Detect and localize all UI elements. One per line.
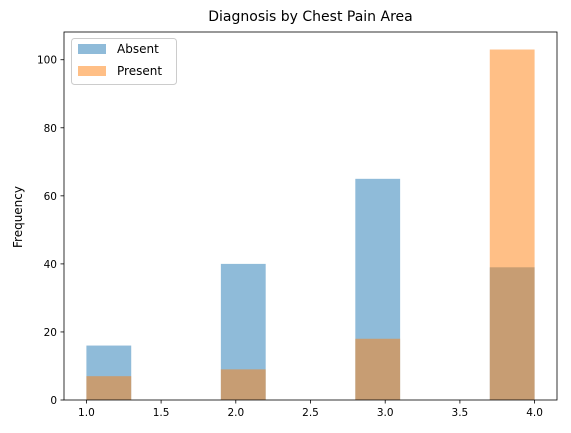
bar-present-10	[490, 50, 535, 400]
x-tick-label: 3.0	[377, 407, 394, 419]
x-tick-label: 2.5	[302, 407, 319, 419]
chart-title: Diagnosis by Chest Pain Area	[208, 9, 412, 25]
y-axis-label: Frequency	[11, 186, 25, 248]
y-tick-label: 20	[44, 327, 57, 339]
legend-swatch-present	[78, 66, 106, 76]
y-tick-label: 100	[37, 55, 57, 67]
y-tick-label: 0	[50, 395, 57, 407]
bar-present-4	[221, 369, 266, 400]
legend-label-present: Present	[117, 64, 162, 78]
x-tick-label: 3.5	[452, 407, 469, 419]
bar-present-1	[86, 376, 131, 400]
bar-present-7	[355, 339, 400, 400]
legend-label-absent: Absent	[117, 42, 159, 56]
x-tick-label: 1.5	[153, 407, 170, 419]
x-tick-label: 2.0	[227, 407, 244, 419]
x-tick-label: 1.0	[78, 407, 95, 419]
y-tick-label: 60	[44, 191, 57, 203]
y-tick-label: 80	[44, 123, 57, 135]
legend: Absent Present	[72, 39, 177, 85]
y-tick-label: 40	[44, 259, 57, 271]
legend-swatch-absent	[78, 44, 106, 54]
x-tick-label: 4.0	[526, 407, 543, 419]
